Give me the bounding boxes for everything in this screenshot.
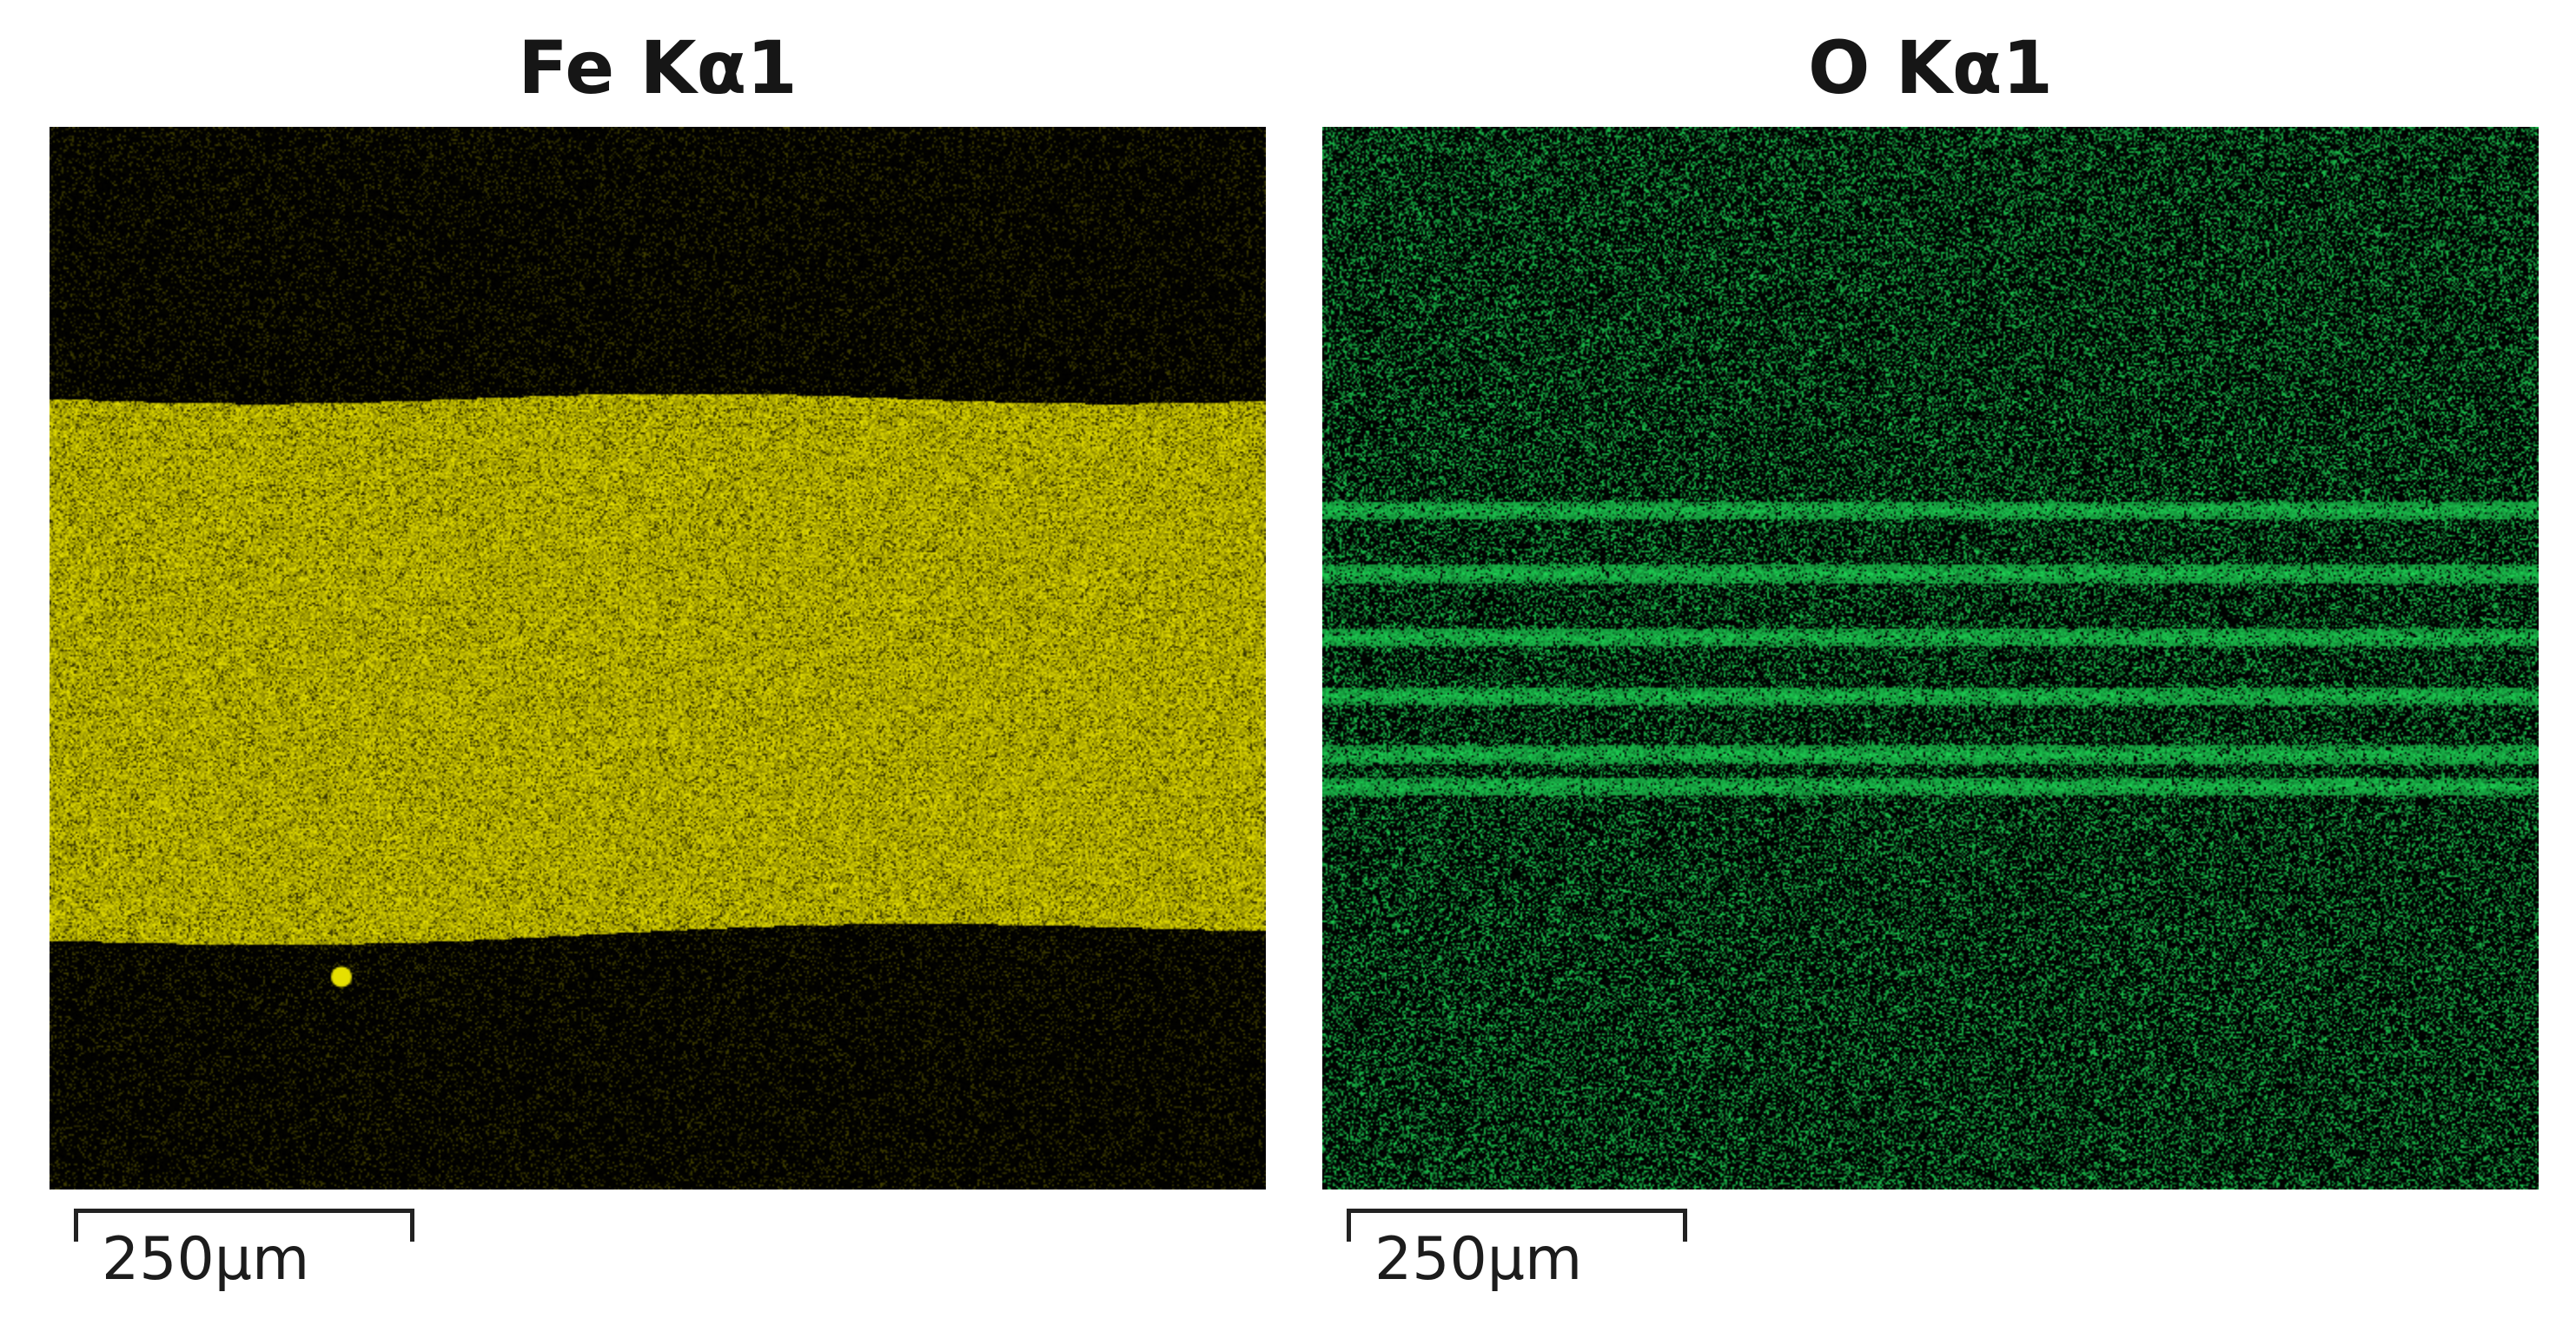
o-map-panel: O Kα1 250μm — [1322, 0, 2539, 1332]
o-scale-label: 250μm — [1374, 1225, 1583, 1294]
fe-map-noise — [50, 127, 1266, 1190]
fe-map-title: Fe Kα1 — [518, 25, 798, 110]
o-elemental-map — [1322, 127, 2539, 1190]
o-scale-bar — [1347, 1209, 1687, 1242]
fe-scale-label: 250μm — [102, 1225, 310, 1294]
fe-elemental-map — [50, 127, 1266, 1190]
fe-scale-bar — [74, 1209, 414, 1242]
o-map-noise — [1322, 127, 2539, 1190]
fe-map-panel: Fe Kα1 250μm — [50, 0, 1266, 1332]
o-map-title: O Kα1 — [1808, 25, 2053, 110]
